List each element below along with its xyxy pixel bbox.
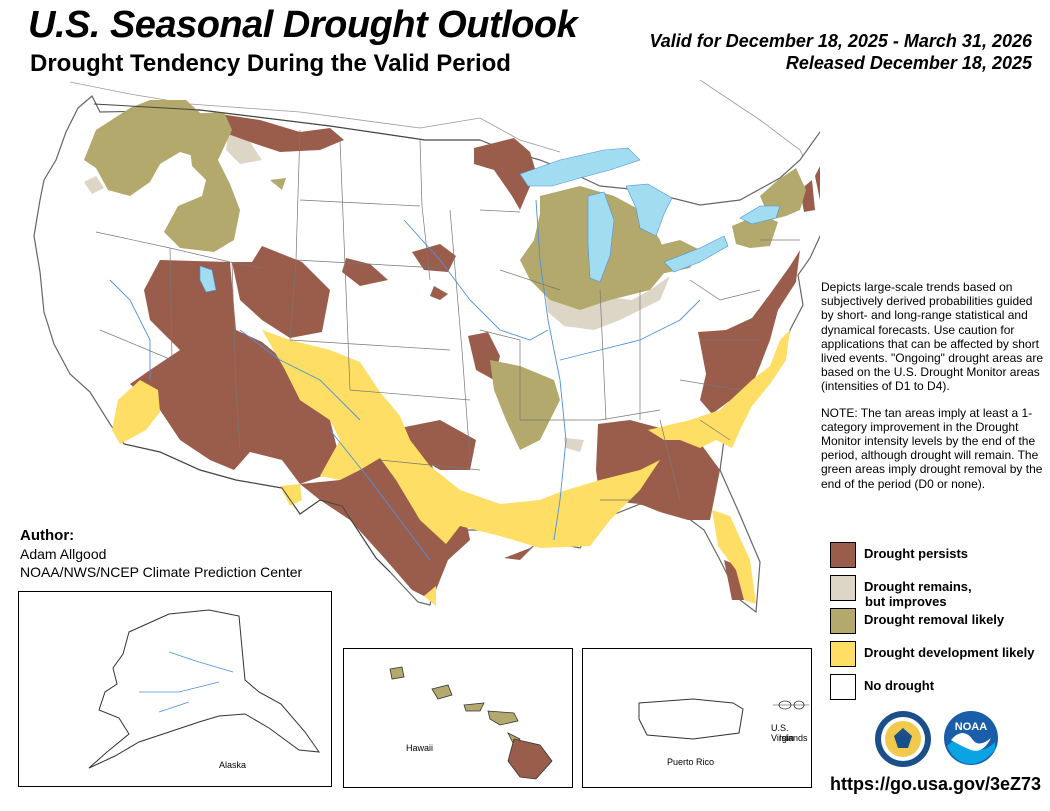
virgin-islands-label-2: Islands (779, 733, 808, 743)
virgin-islands-label-1: U.S. Virgin (771, 723, 794, 743)
author-heading: Author: (20, 527, 75, 544)
mexico-border (123, 443, 391, 573)
valid-period: Valid for December 18, 2025 - March 31, … (649, 31, 1032, 51)
map-subtitle: Drought Tendency During the Valid Period (30, 50, 511, 77)
legend-swatch-none (830, 674, 856, 700)
author-block: Author: Adam Allgood NOAA/NWS/NCEP Clima… (20, 527, 302, 581)
legend-label-improves-line2: but improves (865, 594, 947, 609)
great-salt-lake (199, 265, 217, 293)
noaa-logo-text: NOAA (955, 721, 987, 733)
hawaii-map (389, 666, 553, 780)
legend-label-none: No drought (864, 678, 935, 693)
hawaii-inset: Hawaii (343, 648, 573, 788)
legend-label-improves-line1: Drought remains, (864, 579, 972, 594)
legend-item-development: Drought development likely (830, 641, 1050, 674)
description-paragraph-2: NOTE: The tan areas imply at least a 1-c… (821, 405, 1043, 491)
legend-item-persists: Drought persists (830, 542, 1050, 575)
legend-item-improves: Drought remains, but improves (830, 575, 1050, 609)
puerto-rico-inset: Puerto Rico U.S. Virgin Islands (582, 648, 812, 788)
author-org: NOAA/NWS/NCEP Climate Prediction Center (20, 564, 303, 580)
noaa-logo: NOAA (944, 711, 998, 765)
alaska-map (88, 609, 321, 769)
legend-label-development: Drought development likely (864, 645, 1035, 660)
hawaii-label: Hawaii (406, 743, 434, 753)
validity-block: Valid for December 18, 2025 - March 31, … (649, 30, 1032, 74)
legend-label-removal: Drought removal likely (864, 612, 1005, 627)
alaska-label: Alaska (219, 760, 247, 770)
legend-swatch-persists (830, 542, 856, 568)
legend-item-none: No drought (830, 674, 1050, 707)
puerto-rico-label: Puerto Rico (667, 757, 715, 767)
legend-item-removal: Drought removal likely (830, 608, 1050, 641)
map-title: U.S. Seasonal Drought Outlook (28, 4, 578, 46)
legend: Drought persists Drought remains, but im… (830, 542, 1050, 707)
state-boundaries (95, 129, 800, 501)
lake-ontario (739, 205, 781, 225)
alaska-inset: Alaska (18, 591, 332, 787)
outlook-url-link[interactable]: https://go.usa.gov/3eZ73 (830, 774, 1042, 794)
department-of-commerce-seal-icon (875, 711, 931, 767)
author-name: Adam Allgood (20, 546, 107, 562)
legend-label-improves: Drought remains, but improves (864, 579, 972, 609)
legend-swatch-improves (830, 575, 856, 601)
rivers (109, 199, 701, 561)
conus-map (33, 80, 820, 614)
lake-erie (663, 235, 729, 273)
puerto-rico-map (638, 698, 809, 740)
lake-superior (519, 147, 641, 187)
legend-swatch-development (830, 641, 856, 667)
legend-swatch-removal (830, 608, 856, 634)
description-panel: Depicts large-scale trends based on subj… (821, 280, 1043, 503)
canada-border (93, 103, 480, 141)
description-paragraph-1: Depicts large-scale trends based on subj… (821, 280, 1043, 394)
lake-michigan (587, 191, 615, 283)
release-date: Released December 18, 2025 (785, 53, 1032, 73)
lake-huron (625, 183, 673, 237)
lakes (199, 147, 781, 293)
legend-label-persists: Drought persists (864, 546, 969, 561)
